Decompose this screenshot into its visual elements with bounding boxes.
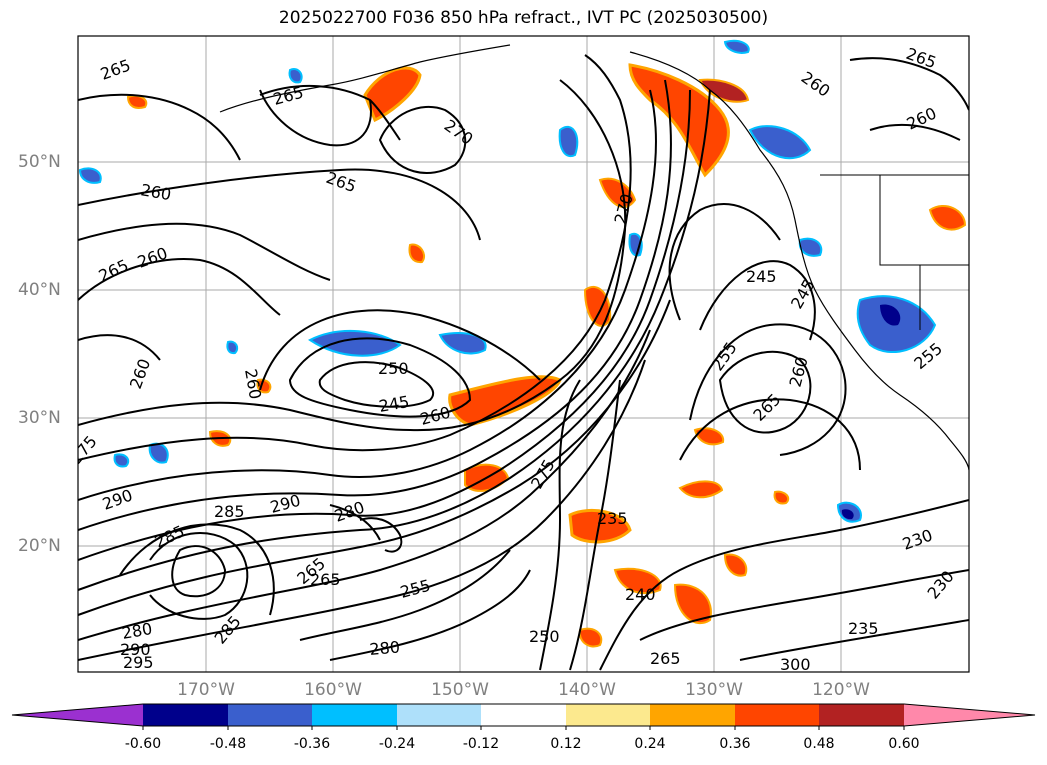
contour-label: 265: [650, 649, 681, 668]
lon-label-130w: 130°W: [685, 680, 743, 700]
contour-label: 235: [848, 619, 879, 638]
refractivity-contours: [78, 54, 969, 671]
lat-label-20n: 20°N: [18, 536, 61, 556]
colorbar-tick: 0.12: [550, 736, 582, 752]
lon-label-160w: 160°W: [304, 680, 362, 700]
contour-label: 240: [625, 585, 656, 604]
colorbar-tick: 0.60: [888, 736, 920, 752]
colorbar-tick: 0.36: [719, 736, 751, 752]
contour-label: 290: [120, 640, 151, 659]
colorbar-segment: [735, 704, 819, 726]
map-canvas: 265 260 265 260 265 265 270 265 260 260 …: [77, 35, 970, 674]
colorbar-tick: -0.12: [462, 736, 500, 752]
contour-label: 280: [369, 637, 401, 659]
lat-label-40n: 40°N: [18, 280, 61, 300]
colorbar-segment: [481, 704, 566, 726]
colorbar-extend-low: [12, 704, 143, 726]
lat-label-50n: 50°N: [18, 152, 61, 172]
colorbar-segment: [312, 704, 397, 726]
colorbar-segment: [819, 704, 904, 726]
colorbar-tick: -0.36: [293, 736, 331, 752]
contour-label: 295: [123, 653, 154, 672]
colorbar-segment: [397, 704, 481, 726]
lon-label-120w: 120°W: [812, 680, 870, 700]
contour-label: 300: [780, 655, 811, 674]
colorbar-tick: -0.60: [124, 736, 162, 752]
lat-label-30n: 30°N: [18, 408, 61, 428]
coastlines: [219, 44, 969, 471]
colorbar: [11, 703, 1036, 730]
colorbar-tick: -0.48: [209, 736, 247, 752]
contour-label: 285: [214, 502, 245, 521]
contour-label: 250: [529, 627, 560, 646]
contour-label: 250: [378, 359, 409, 378]
lon-label-140w: 140°W: [558, 680, 616, 700]
colorbar-tick: -0.24: [378, 736, 416, 752]
colorbar-segment: [143, 704, 228, 726]
colorbar-segment: [566, 704, 650, 726]
lon-label-150w: 150°W: [431, 680, 489, 700]
colorbar-tick: 0.48: [803, 736, 835, 752]
contour-label: 265: [310, 570, 341, 589]
contour-label: 235: [597, 509, 628, 528]
colorbar-segments: [11, 703, 1036, 730]
map-frame: [77, 35, 970, 673]
colorbar-segment: [650, 704, 735, 726]
colorbar-extend-high: [904, 704, 1035, 726]
map-title: 2025022700 F036 850 hPa refract., IVT PC…: [278, 8, 769, 28]
colorbar-segment: [228, 704, 312, 726]
lon-label-170w: 170°W: [177, 680, 235, 700]
colorbar-tick: 0.24: [634, 736, 666, 752]
contour-label: 245: [746, 267, 777, 286]
